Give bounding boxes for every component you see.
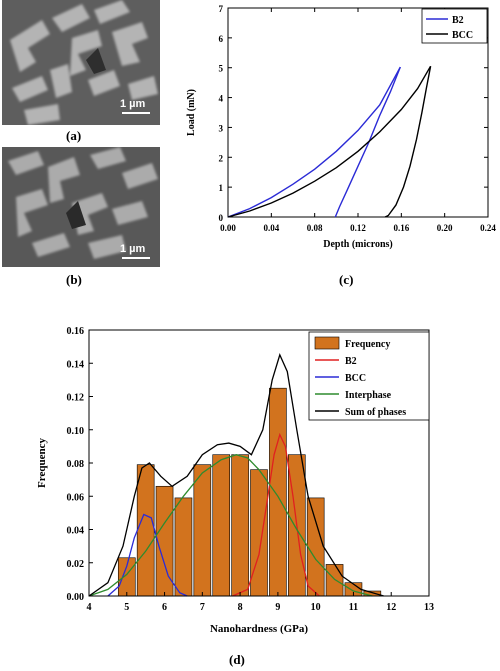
histogram-bar bbox=[325, 564, 344, 597]
legend-label: BCC bbox=[452, 30, 473, 41]
histogram-bar bbox=[250, 469, 268, 597]
histogram-bar bbox=[269, 387, 287, 597]
x-tick-label: 7 bbox=[200, 602, 205, 613]
x-tick-label: 4 bbox=[87, 602, 92, 613]
histogram-bar bbox=[117, 557, 136, 597]
x-tick-label: 8 bbox=[238, 602, 243, 613]
y-tick-label: 1 bbox=[219, 183, 224, 193]
sem-image-a: 1 µm bbox=[2, 0, 160, 125]
panel-label-a: (a) bbox=[66, 128, 82, 143]
y-tick-label: 0.10 bbox=[67, 426, 85, 437]
x-axis-label: Depth (microns) bbox=[323, 239, 393, 250]
y-axis-label: Load (mN) bbox=[186, 89, 197, 136]
y-tick-label: 0 bbox=[219, 213, 224, 223]
histogram-bar bbox=[193, 464, 212, 597]
y-tick-label: 4 bbox=[219, 94, 224, 104]
legend-label: Interphase bbox=[345, 390, 392, 401]
y-tick-label: 0.06 bbox=[67, 492, 85, 503]
scale-label-a: 1 µm bbox=[120, 98, 146, 110]
y-axis-label: Frequency bbox=[36, 438, 48, 488]
series-line-bcc-loading bbox=[227, 65, 432, 218]
legend-swatch-bar bbox=[314, 336, 340, 350]
x-tick-label: 6 bbox=[162, 602, 167, 613]
x-tick-label: 0.00 bbox=[220, 223, 236, 233]
scale-bar-a bbox=[122, 112, 150, 114]
legend-label: B2 bbox=[452, 15, 464, 26]
x-tick-label: 13 bbox=[424, 602, 434, 613]
chart-load-depth: 0.00 0.04 0.08 0.12 0.16 0.20 0.24 0 1 2 3 4 5 6 7 Dept… bbox=[186, 4, 496, 250]
x-tick-label: 10 bbox=[311, 602, 321, 613]
series-line-bcc-unloading bbox=[384, 66, 432, 218]
series-line-sum-of-phases bbox=[88, 353, 384, 597]
panel-label-d: (d) bbox=[229, 652, 245, 667]
histogram-bar bbox=[174, 497, 193, 597]
series-line-interphase bbox=[88, 454, 373, 597]
panel-label-c: (c) bbox=[339, 272, 354, 287]
legend-label: Sum of phases bbox=[345, 407, 406, 418]
y-tick-label: 6 bbox=[219, 34, 224, 44]
panel-label-b: (b) bbox=[66, 272, 82, 287]
x-tick-label: 0.04 bbox=[263, 223, 279, 233]
y-tick-label: 0.08 bbox=[67, 459, 85, 470]
y-tick-label: 0.00 bbox=[67, 592, 85, 603]
scale-bar-b bbox=[122, 257, 150, 259]
x-tick-label: 11 bbox=[349, 602, 358, 613]
x-tick-label: 0.12 bbox=[350, 223, 366, 233]
x-tick-label: 0.16 bbox=[393, 223, 409, 233]
x-tick-label: 5 bbox=[124, 602, 129, 613]
y-tick-label: 0.16 bbox=[67, 326, 85, 337]
histogram-bar bbox=[136, 464, 155, 597]
x-tick-label: 0.24 bbox=[480, 223, 496, 233]
y-tick-label: 5 bbox=[219, 64, 224, 74]
x-axis-label: Nanohardness (GPa) bbox=[210, 623, 308, 635]
sem-micrograph-b bbox=[2, 147, 160, 267]
series-line-b2-loading bbox=[227, 66, 401, 218]
y-tick-label: 7 bbox=[219, 4, 224, 14]
x-tick-label: 12 bbox=[386, 602, 396, 613]
sem-micrograph-a bbox=[2, 0, 160, 125]
scale-label-b: 1 µm bbox=[120, 243, 146, 255]
y-tick-label: 3 bbox=[219, 123, 224, 133]
y-tick-label: 0.14 bbox=[67, 359, 85, 370]
series-line-b2-unloading bbox=[334, 66, 401, 218]
histogram-bar bbox=[231, 454, 249, 597]
legend-label: Frequency bbox=[345, 339, 390, 350]
histogram-bar bbox=[363, 590, 382, 597]
legend-box bbox=[421, 8, 488, 44]
sem-image-b: 1 µm bbox=[2, 147, 160, 267]
y-tick-label: 2 bbox=[219, 153, 224, 163]
series-line-b2 bbox=[232, 432, 320, 597]
chart-nanohardness-histogram: 4 5 6 7 8 9 10 11 12 13 0.00 0.02 0.04 0.06 0.08 0.10 0.… bbox=[36, 326, 434, 635]
legend-label: B2 bbox=[345, 356, 357, 367]
x-tick-label: 0.08 bbox=[307, 223, 323, 233]
legend-label: BCC bbox=[345, 373, 366, 384]
y-tick-label: 0.02 bbox=[67, 559, 85, 570]
x-tick-label: 9 bbox=[275, 602, 280, 613]
series-line-bcc bbox=[107, 513, 188, 597]
y-tick-label: 0.12 bbox=[67, 393, 85, 404]
histogram-bar bbox=[212, 454, 231, 597]
y-tick-label: 0.04 bbox=[67, 526, 85, 537]
x-tick-label: 0.20 bbox=[437, 223, 453, 233]
histogram-bar bbox=[306, 497, 325, 597]
